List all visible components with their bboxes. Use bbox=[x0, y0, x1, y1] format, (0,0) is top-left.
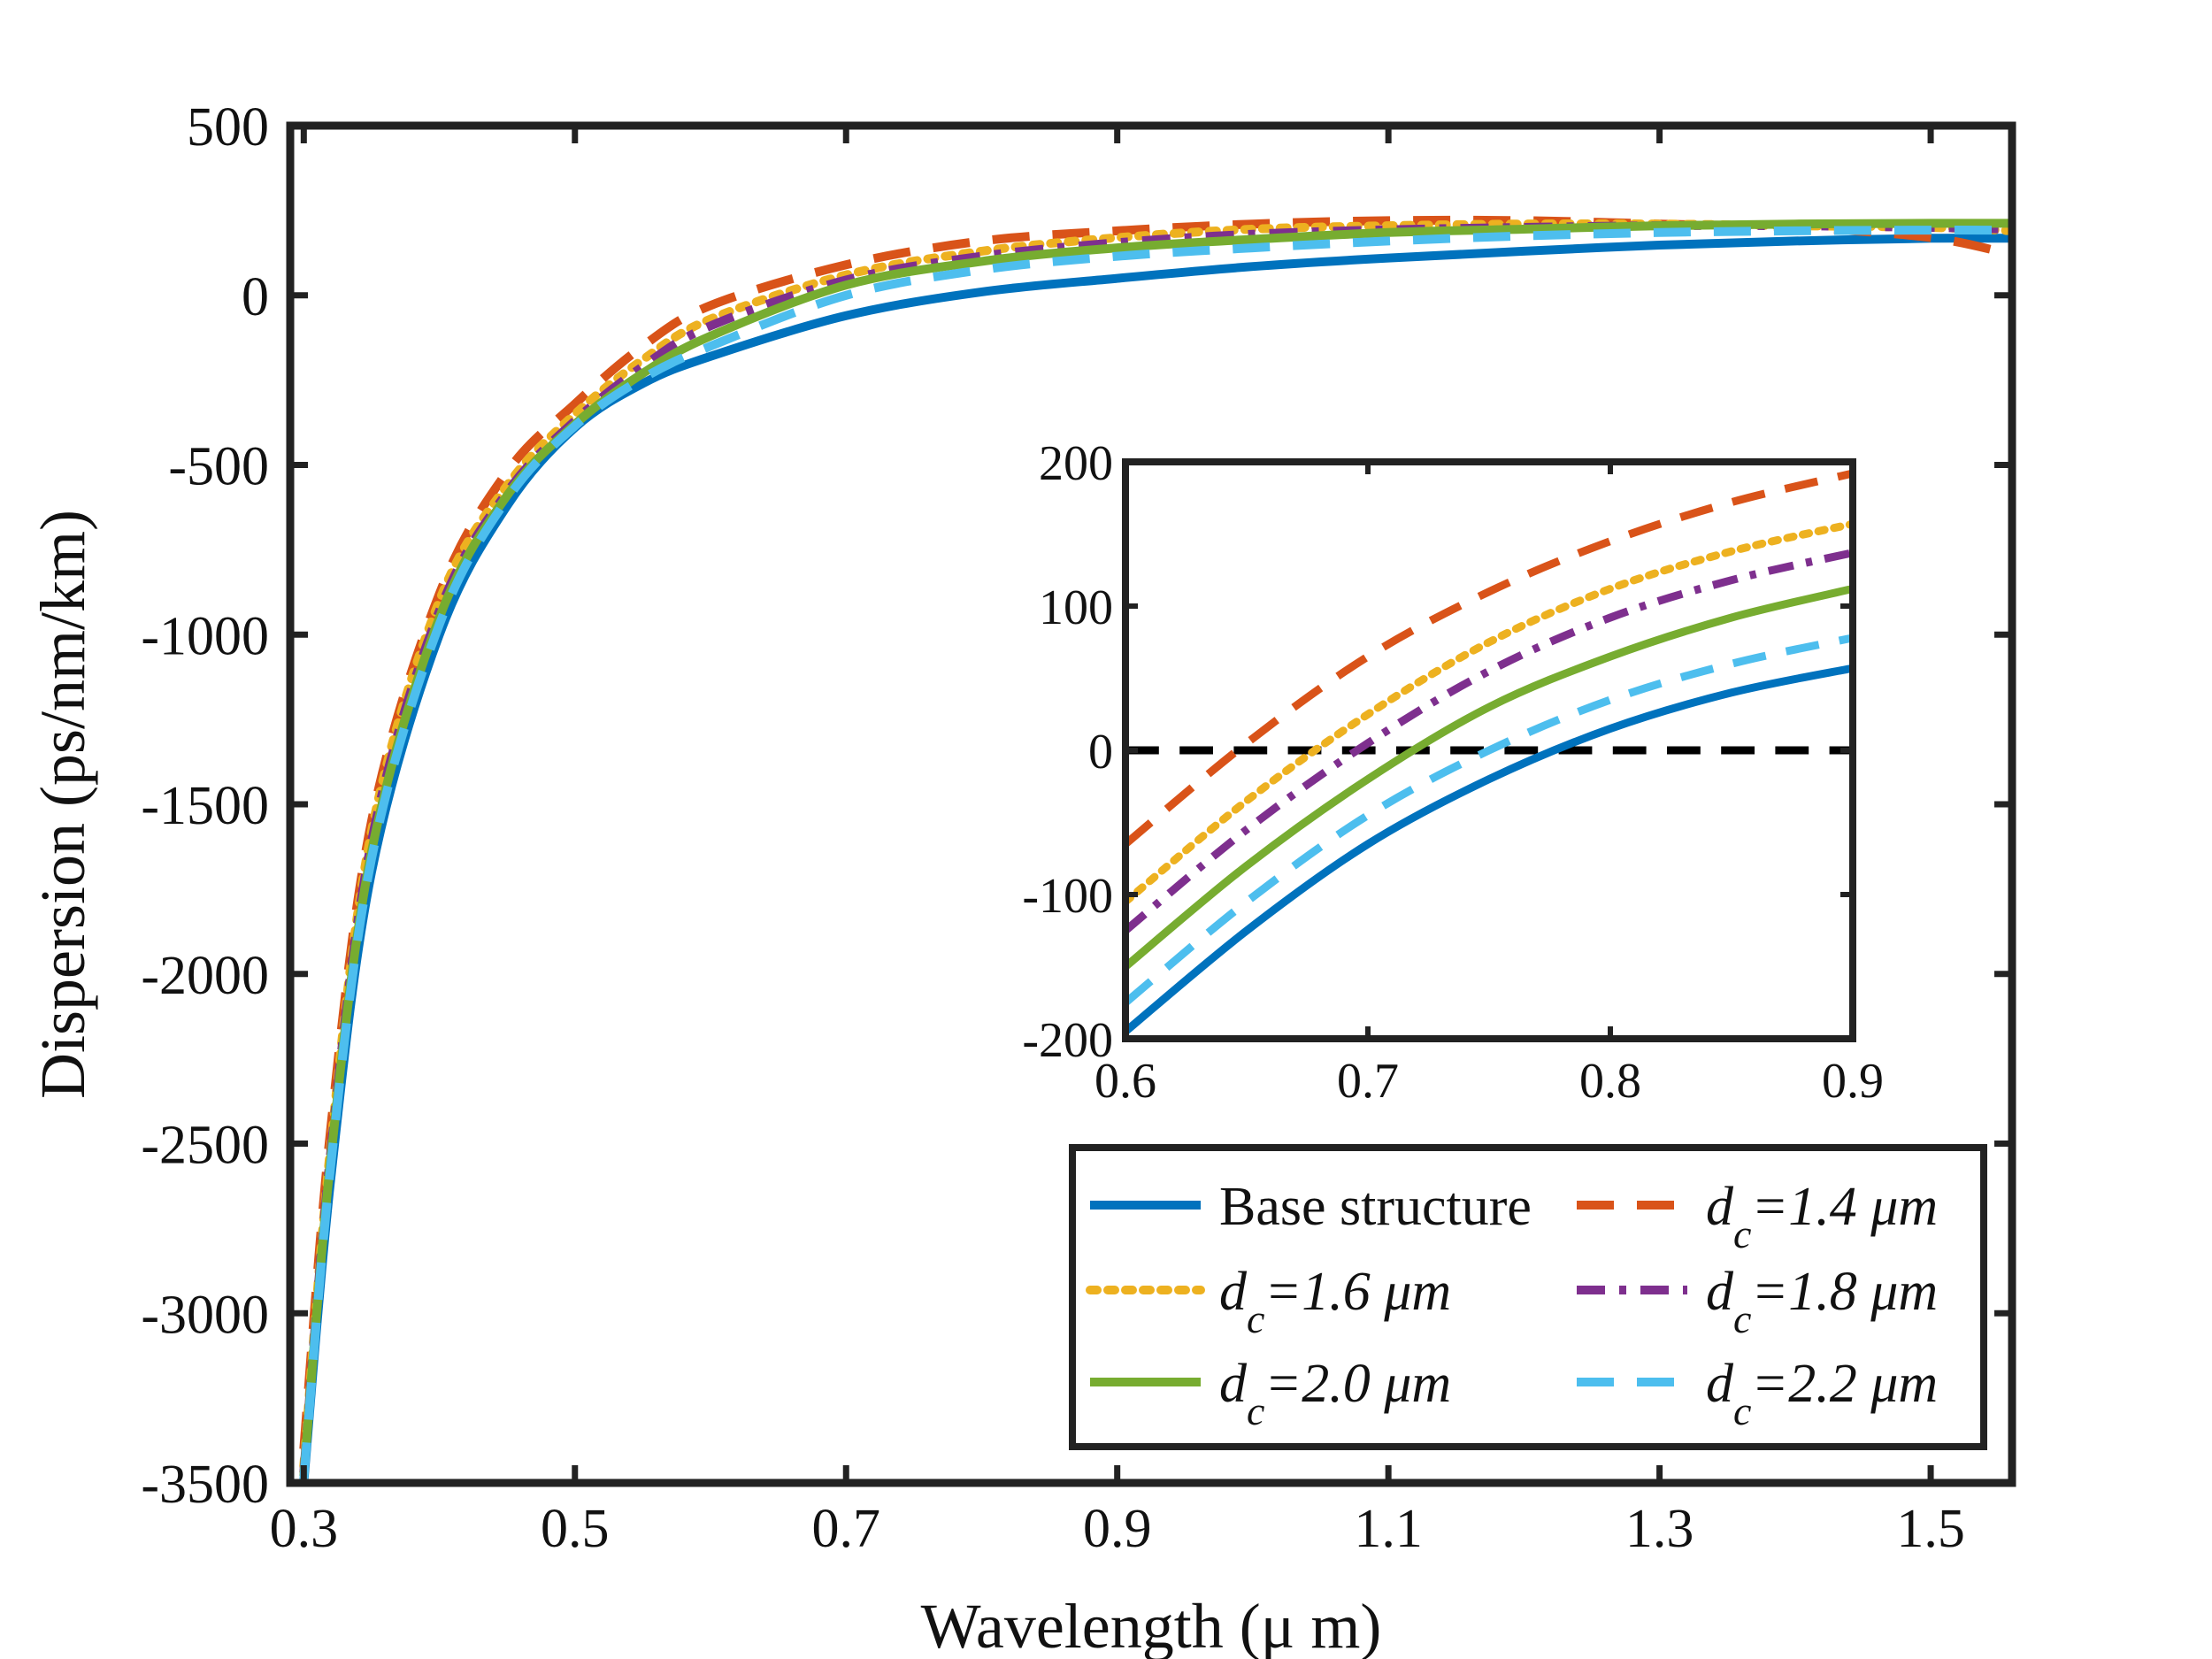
main-x-tick-labels: 0.3 0.5 0.7 0.9 1.1 1.3 1.5 bbox=[270, 1499, 1965, 1559]
legend-label-3: dc=1.6 μm bbox=[1219, 1262, 1451, 1341]
main-x-tick-label: 0.5 bbox=[541, 1499, 610, 1559]
inset-x-tick-labels: 0.6 0.7 0.8 0.9 bbox=[1094, 1054, 1884, 1109]
main-y-tick-label: -2000 bbox=[141, 946, 269, 1006]
main-x-tick-label: 0.3 bbox=[270, 1499, 339, 1559]
legend-label-4: dc=1.8 μm bbox=[1706, 1262, 1938, 1341]
main-x-tick-label: 1.3 bbox=[1625, 1499, 1694, 1559]
inset-x-tick-label: 0.9 bbox=[1822, 1054, 1884, 1109]
inset-axes-frame bbox=[1122, 458, 1856, 1042]
inset-series-line-2 bbox=[1125, 469, 1853, 848]
legend-label-1: Base structure bbox=[1219, 1177, 1532, 1237]
inset-plot: 0.6 0.7 0.8 0.9 200 100 0 -100 -200 bbox=[1022, 436, 1884, 1109]
main-y-tick-label: -3000 bbox=[141, 1285, 269, 1345]
inset-y-tick-label: 100 bbox=[1039, 580, 1113, 635]
main-series-group bbox=[299, 215, 2012, 1483]
main-series-line-6 bbox=[299, 226, 2012, 1480]
legend-label-5: dc=2.0 μm bbox=[1219, 1354, 1451, 1433]
main-x-tick-label: 0.7 bbox=[811, 1499, 880, 1559]
legend-box bbox=[1069, 1144, 1987, 1450]
inset-series-line-5 bbox=[1125, 585, 1853, 970]
inset-x-tick-label: 0.8 bbox=[1579, 1054, 1641, 1109]
inset-series-line-3 bbox=[1125, 519, 1853, 906]
legend-label-2: dc=1.4 μm bbox=[1706, 1177, 1938, 1256]
inset-series-group bbox=[1125, 469, 1853, 1035]
inset-series-line-4 bbox=[1125, 549, 1853, 934]
inset-y-tick-label: 200 bbox=[1039, 436, 1113, 491]
main-y-tick-label: -3500 bbox=[141, 1455, 269, 1515]
main-y-tick-label: -2500 bbox=[141, 1116, 269, 1176]
inset-y-tick-label: 0 bbox=[1088, 725, 1113, 780]
legend-label-6: dc=2.2 μm bbox=[1706, 1354, 1938, 1433]
main-y-tick-label: -1000 bbox=[141, 606, 269, 666]
inset-y-tick-labels: 200 100 0 -100 -200 bbox=[1022, 436, 1113, 1068]
main-x-tick-label: 1.5 bbox=[1896, 1499, 1965, 1559]
y-axis-title: Dispersion (ps/nm/km) bbox=[27, 510, 98, 1099]
main-y-tick-labels: 500 0 -500 -1000 -1500 -2000 -2500 -3000 -3500 bbox=[141, 97, 269, 1515]
main-y-tick-label: -500 bbox=[168, 437, 269, 497]
inset-series-line-1 bbox=[1125, 664, 1853, 1035]
inset-x-tick-label: 0.7 bbox=[1337, 1054, 1399, 1109]
main-y-tick-label: 500 bbox=[187, 97, 269, 157]
x-axis-title: Wavelength (μ m) bbox=[921, 1591, 1382, 1659]
inset-series-line-6 bbox=[1125, 634, 1853, 1006]
inset-x-tick-label: 0.6 bbox=[1094, 1054, 1156, 1109]
inset-y-tick-label: -100 bbox=[1022, 869, 1113, 924]
legend: Base structure dc=1.4 μm dc=1.6 μm dc=1.8 μ… bbox=[1069, 1144, 1987, 1450]
main-x-tick-label: 1.1 bbox=[1354, 1499, 1423, 1559]
inset-y-tick-label: -200 bbox=[1022, 1013, 1113, 1068]
main-y-tick-label: 0 bbox=[242, 267, 269, 327]
main-y-tick-label: -1500 bbox=[141, 776, 269, 836]
main-axes-frame bbox=[286, 121, 2016, 1487]
legend-items: Base structure dc=1.4 μm dc=1.6 μm dc=1.8 μ… bbox=[1086, 1177, 1938, 1433]
main-x-tick-label: 0.9 bbox=[1083, 1499, 1152, 1559]
